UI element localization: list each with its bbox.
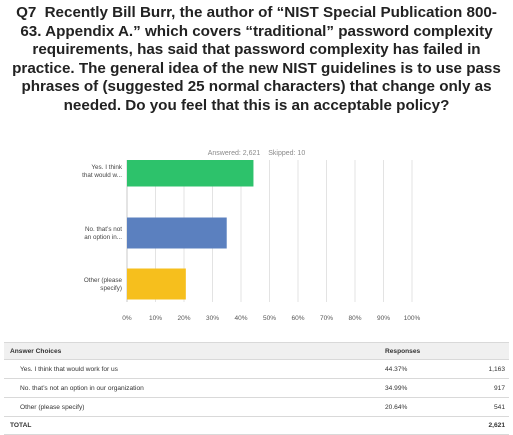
response-summary: Answered: 2,621 Skipped: 10 <box>0 150 513 157</box>
answer-choice: Yes. I think that would work for us <box>4 359 379 379</box>
answer-choices-header: Answer Choices <box>4 342 379 360</box>
question-text: Recently Bill Burr, the author of “NIST … <box>12 4 501 114</box>
question-title: Q7 Recently Bill Burr, the author of “NI… <box>6 4 507 116</box>
response-count: 917 <box>453 378 509 398</box>
category-label: specify) <box>100 285 122 292</box>
responses-header: Responses <box>379 342 509 360</box>
answer-choice: No. that’s not an option in our organiza… <box>4 378 379 398</box>
table-row: Other (please specify) 20.64% 541 <box>4 397 509 417</box>
total-spacer <box>379 416 453 435</box>
response-count: 1,163 <box>453 359 509 379</box>
total-label: TOTAL <box>4 416 379 435</box>
response-percent: 20.64% <box>379 397 453 417</box>
answer-choice: Other (please specify) <box>4 397 379 417</box>
skipped-count: Skipped: 10 <box>268 150 306 157</box>
total-count: 2,621 <box>453 416 509 435</box>
category-label: Other (please <box>84 277 123 284</box>
category-label: Yes. I think <box>91 164 122 171</box>
x-tick-label: 10% <box>149 315 162 322</box>
bar <box>127 160 254 187</box>
category-label: that would w... <box>82 172 122 179</box>
table-header-row: Answer Choices Responses <box>4 342 509 360</box>
category-label: an option in... <box>84 234 122 241</box>
response-count: 541 <box>453 397 509 417</box>
category-label: No. that’s not <box>85 226 122 233</box>
table-row: Yes. I think that would work for us 44.3… <box>4 359 509 379</box>
x-tick-label: 90% <box>377 315 390 322</box>
bar-chart: 0% 10% 20% 30% 40% 50% 60% 70% 80% 90% 100% Yes. I … <box>82 160 421 322</box>
bar <box>127 268 186 300</box>
x-tick-label: 70% <box>320 315 333 322</box>
response-percent: 34.99% <box>379 378 453 398</box>
x-tick-label: 80% <box>348 315 361 322</box>
bar <box>127 217 227 249</box>
response-percent: 44.37% <box>379 359 453 379</box>
x-tick-label: 30% <box>206 315 219 322</box>
x-tick-label: 20% <box>177 315 190 322</box>
x-tick-label: 0% <box>122 315 132 322</box>
answered-count: Answered: 2,621 <box>207 150 261 157</box>
question-number: Q7 <box>16 4 37 21</box>
x-tick-label: 40% <box>234 315 247 322</box>
total-row: TOTAL 2,621 <box>4 416 509 435</box>
table-row: No. that’s not an option in our organiza… <box>4 378 509 398</box>
x-tick-label: 60% <box>291 315 304 322</box>
answers-table: Answer Choices Responses Yes. I think th… <box>4 342 509 435</box>
x-tick-label: 50% <box>263 315 276 322</box>
x-tick-label: 100% <box>404 315 421 322</box>
